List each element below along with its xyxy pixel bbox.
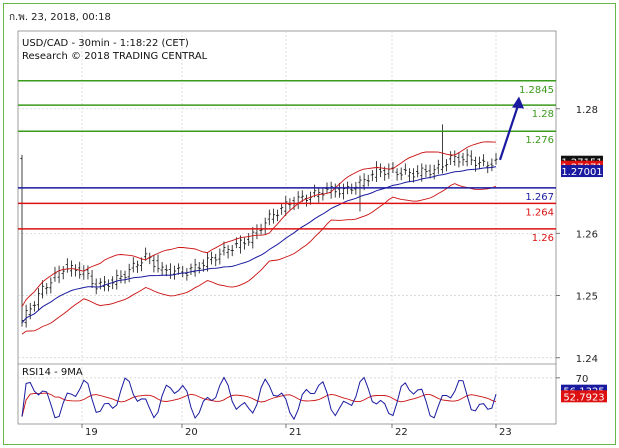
level-label: 1.26: [532, 233, 554, 244]
rsi-badge-label: 52.7923: [563, 392, 604, 403]
projection-arrow: [498, 105, 520, 161]
rsi-tick-label: 70: [576, 374, 589, 385]
y-tick-label: 1.26: [576, 229, 598, 240]
moving-average-line: [21, 166, 497, 324]
rsi-label: RSI14 - 9MA: [22, 367, 83, 378]
x-tick-label: 23: [499, 427, 512, 438]
y-tick-label: 1.28: [576, 105, 598, 116]
bollinger-upper: [21, 141, 497, 307]
outer-border: [3, 3, 616, 445]
level-label: 1.276: [525, 135, 554, 146]
level-label: 1.264: [525, 207, 554, 218]
x-tick-label: 21: [289, 427, 302, 438]
timestamp: ก.พ. 23, 2018, 00:18: [9, 12, 111, 23]
y-tick-label: 1.25: [576, 292, 598, 303]
chart-subtitle: Research © 2018 TRADING CENTRAL: [22, 51, 208, 62]
level-label: 1.28: [532, 109, 554, 120]
x-tick-label: 19: [85, 427, 98, 438]
level-label: 1.267: [525, 192, 554, 203]
x-tick-label: 22: [395, 427, 408, 438]
chart-title: USD/CAD - 30min - 1:18:22 (CET): [22, 38, 189, 49]
rsi-ma-line: [21, 392, 497, 417]
bollinger-lower: [21, 183, 497, 335]
rsi-badge: [561, 390, 607, 403]
price-badge-label: 1.27001: [561, 167, 602, 178]
projection-arrowhead: [512, 96, 524, 109]
x-tick-label: 20: [185, 427, 198, 438]
price-badge: [561, 165, 603, 178]
level-label: 1.2845: [519, 85, 554, 96]
rsi-line: [21, 376, 497, 421]
y-tick-label: 1.24: [576, 354, 598, 365]
plot-frame: [17, 30, 557, 425]
